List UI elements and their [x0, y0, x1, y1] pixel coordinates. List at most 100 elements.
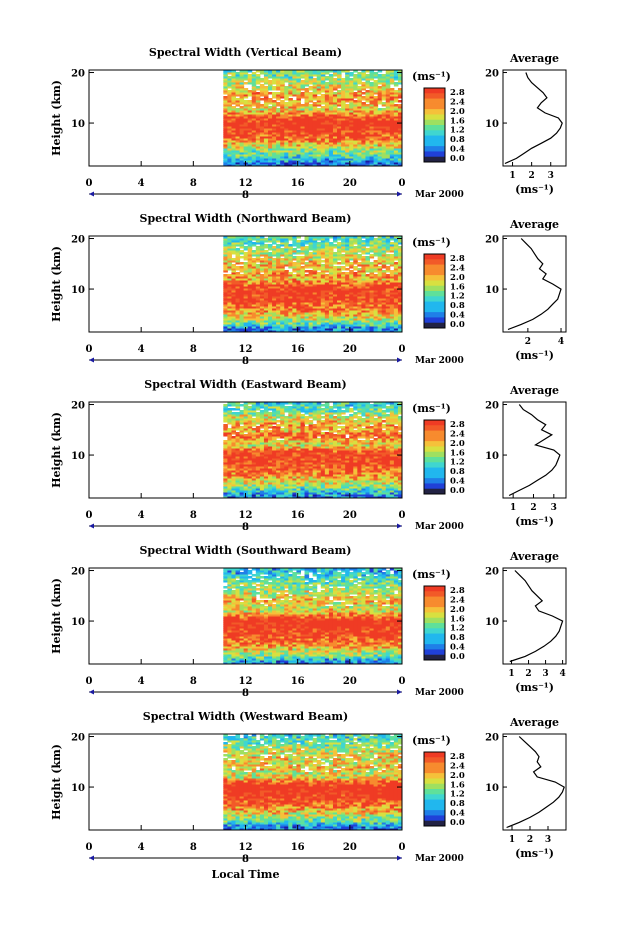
heatmap-cell — [308, 288, 314, 291]
heatmap-cell — [223, 98, 228, 101]
heatmap-cell — [223, 282, 228, 285]
heatmap-cell — [235, 152, 241, 155]
heatmap-cell — [251, 286, 257, 289]
heatmap-cell — [276, 272, 281, 275]
heatmap-cell — [369, 248, 375, 251]
heatmap-cell — [276, 474, 281, 477]
heatmap-cell — [345, 132, 350, 135]
heatmap-cell — [312, 306, 318, 309]
heatmap-cell — [292, 114, 297, 117]
heatmap-cell — [389, 154, 395, 157]
heatmap-cell — [231, 160, 237, 163]
heatmap-cell — [381, 250, 387, 253]
heatmap-cell — [251, 146, 257, 149]
heatmap-cell — [292, 138, 297, 141]
heatmap-cell — [223, 242, 228, 245]
heatmap-cell — [312, 236, 318, 239]
heatmap-cell — [316, 296, 322, 299]
heatmap-cell — [381, 150, 387, 153]
heatmap-cell — [255, 464, 261, 467]
heatmap-cell — [332, 284, 338, 287]
heatmap-cell — [353, 286, 358, 289]
heatmap-cell — [393, 90, 399, 93]
heatmap-cell — [337, 154, 342, 157]
heatmap-cell — [284, 98, 289, 101]
colorbar-tick-label: 2.0 — [450, 273, 465, 283]
heatmap-cell — [223, 314, 228, 317]
heatmap-cell — [296, 318, 301, 321]
heatmap-cell — [292, 324, 297, 327]
heatmap-cell — [231, 146, 237, 149]
heatmap-cell — [381, 258, 387, 261]
heatmap-cell — [337, 254, 342, 257]
heatmap-cell — [328, 260, 334, 263]
heatmap-cell — [235, 460, 241, 463]
heatmap-cell — [349, 272, 354, 275]
heatmap-cell — [259, 274, 265, 277]
heatmap-cell — [231, 246, 237, 249]
heatmap-cell — [292, 252, 297, 255]
heatmap-cell — [393, 324, 399, 327]
avg-x-tick-label: 3 — [548, 171, 554, 181]
heatmap-cell — [223, 286, 228, 289]
heatmap-cell — [227, 158, 232, 161]
heatmap-cell — [324, 140, 330, 143]
heatmap-cell — [357, 154, 362, 157]
heatmap-cell — [345, 110, 350, 113]
x-tick-label: 4 — [138, 178, 145, 189]
heatmap-cell — [239, 278, 245, 281]
heatmap-cell — [316, 472, 322, 475]
heatmap-cell — [385, 254, 391, 257]
heatmap-cell — [345, 304, 350, 307]
heatmap-cell — [243, 146, 249, 149]
heatmap-cell — [393, 142, 399, 145]
heatmap-cell — [341, 494, 346, 497]
heatmap-cell — [247, 288, 253, 291]
heatmap-cell — [389, 132, 395, 135]
heatmap-cell — [276, 306, 281, 309]
heatmap-cell — [332, 100, 338, 103]
heatmap-cell — [288, 276, 293, 279]
heatmap-cell — [316, 150, 322, 153]
heatmap-cell — [361, 122, 366, 125]
heatmap-cell — [247, 148, 253, 151]
heatmap-cell — [324, 300, 330, 303]
heatmap-cell — [239, 94, 245, 97]
heatmap-cell — [304, 278, 310, 281]
heatmap-cell — [255, 134, 261, 137]
heatmap-cell — [393, 478, 399, 481]
heatmap-cell — [263, 306, 269, 309]
heatmap-cell — [316, 460, 322, 463]
heatmap-cell — [280, 282, 285, 285]
heatmap-cell — [373, 324, 379, 327]
heatmap-cell — [251, 290, 257, 293]
heatmap-cell — [255, 328, 261, 331]
heatmap-cell — [296, 298, 301, 301]
heatmap-cell — [337, 322, 342, 325]
heatmap-cell — [357, 156, 362, 159]
heatmap-cell — [357, 138, 362, 141]
heatmap-cell — [397, 142, 403, 145]
heatmap-cell — [345, 72, 350, 75]
heatmap-cell — [223, 294, 228, 297]
heatmap-cell — [276, 266, 281, 269]
heatmap-cell — [255, 148, 261, 151]
heatmap-cell — [341, 96, 346, 99]
heatmap-cell — [381, 294, 387, 297]
heatmap-cell — [231, 88, 237, 91]
heatmap-cell — [324, 102, 330, 105]
heatmap-cell — [345, 118, 350, 121]
heatmap-cell — [268, 164, 273, 167]
heatmap-cell — [263, 72, 269, 75]
heatmap-cell — [231, 162, 237, 165]
heatmap-cell — [259, 110, 265, 113]
heatmap-cell — [393, 306, 399, 309]
heatmap-cell — [369, 484, 375, 487]
heatmap-cell — [365, 96, 371, 99]
heatmap-cell — [304, 296, 310, 299]
heatmap-cell — [251, 476, 257, 479]
heatmap-cell — [276, 280, 281, 283]
heatmap-cell — [292, 328, 297, 331]
heatmap-cell — [235, 250, 241, 253]
heatmap-cell — [312, 104, 318, 107]
